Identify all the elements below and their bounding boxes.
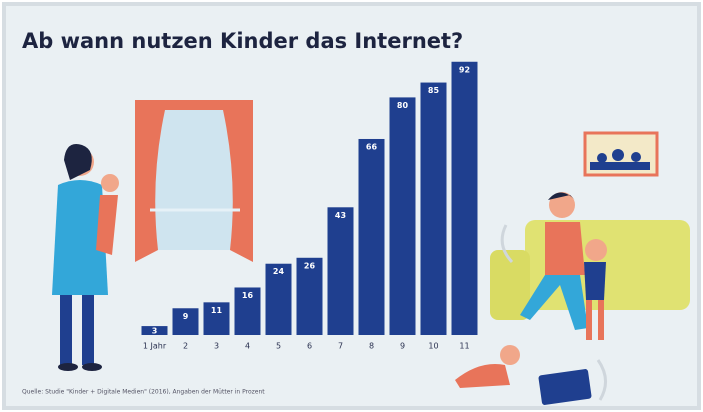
value-label: 11	[211, 306, 223, 315]
x-tick-label: 4	[245, 342, 250, 351]
bar	[327, 207, 354, 335]
bar	[296, 257, 323, 335]
bar	[234, 287, 261, 335]
value-label: 92	[459, 65, 470, 74]
x-tick-label: 2	[183, 342, 188, 351]
source-note: Quelle: Studie "Kinder + Digitale Medien…	[22, 389, 265, 396]
value-label: 24	[273, 267, 285, 276]
x-tick-label: 11	[459, 342, 469, 351]
value-label: 3	[152, 327, 158, 336]
x-tick-label: 3	[214, 342, 219, 351]
bar	[420, 82, 447, 335]
family-illustration	[455, 131, 690, 405]
window-illustration	[135, 100, 253, 262]
value-label: 16	[242, 291, 254, 300]
x-tick-label: 5	[276, 342, 281, 351]
x-tick-label: 6	[307, 342, 312, 351]
mother-illustration	[52, 144, 119, 371]
bar	[172, 308, 199, 335]
bar	[141, 326, 168, 335]
bar	[451, 61, 478, 335]
value-label: 85	[428, 86, 440, 95]
chart-title: Ab wann nutzen Kinder das Internet?	[22, 29, 463, 53]
value-label: 9	[183, 312, 189, 321]
bar	[265, 263, 292, 335]
value-label: 26	[304, 261, 316, 270]
x-tick-label: 1 Jahr	[143, 342, 167, 351]
bar	[203, 302, 230, 335]
x-tick-label: 9	[400, 342, 405, 351]
value-label: 80	[397, 101, 409, 110]
x-tick-label: 10	[428, 342, 438, 351]
bar	[389, 97, 416, 336]
bar	[358, 138, 385, 335]
x-tick-label: 8	[369, 342, 374, 351]
value-label: 66	[366, 142, 378, 151]
value-label: 43	[335, 211, 346, 220]
x-tick-label: 7	[338, 342, 343, 351]
